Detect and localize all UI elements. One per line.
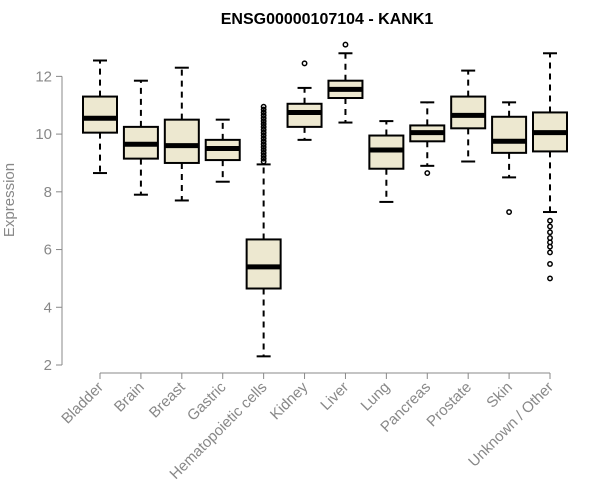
category-label: Lung: [358, 379, 394, 415]
box-group: [327, 41, 364, 124]
category-label: Kidney: [267, 378, 312, 423]
box-group: [122, 79, 159, 196]
axes: 2 4 6 8 10 12: [35, 68, 551, 379]
y-tick-label: 12: [35, 68, 52, 85]
category-label: Prostate: [423, 379, 475, 431]
outlier-point: [260, 118, 267, 125]
category-label: Brain: [111, 379, 148, 416]
box-group: [532, 52, 568, 282]
iqr-box: [491, 115, 528, 154]
outlier-point: [260, 158, 267, 165]
iqr-box: [82, 95, 118, 134]
outlier-point: [547, 249, 553, 256]
iqr-box: [245, 238, 282, 290]
y-tick-label: 6: [44, 242, 52, 259]
outlier-point: [260, 135, 267, 142]
box-group: [245, 103, 282, 358]
y-tick-label: 10: [35, 126, 52, 143]
category-label: Liver: [317, 379, 352, 414]
outlier-point: [547, 261, 553, 267]
y-axis-label: Expression: [1, 163, 18, 237]
box-group: [491, 101, 528, 215]
outlier-point: [260, 129, 267, 136]
outlier-point: [260, 152, 267, 159]
outlier-point: [260, 126, 267, 133]
outlier-point: [260, 141, 267, 148]
outlier-point: [260, 149, 267, 156]
box-group: [409, 101, 446, 177]
outlier-point: [260, 155, 267, 162]
box-group: [368, 120, 405, 203]
outlier-point: [301, 60, 308, 67]
outlier-point: [260, 112, 267, 119]
box-group: [204, 118, 241, 183]
boxes: [82, 41, 568, 358]
box-group: [450, 69, 487, 163]
outlier-point: [547, 229, 553, 236]
outlier-point: [260, 103, 267, 110]
category-label: Bladder: [58, 379, 107, 428]
iqr-box: [450, 95, 487, 130]
outlier-point: [260, 106, 267, 113]
y-tick-label: 8: [44, 184, 52, 201]
y-tick-label: 2: [44, 357, 52, 374]
box-group: [163, 66, 200, 202]
box-group: [286, 60, 323, 141]
box-group: [82, 59, 118, 175]
outlier-point: [260, 144, 267, 151]
outlier-point: [260, 109, 267, 116]
outlier-point: [547, 243, 553, 250]
outlier-point: [547, 275, 553, 282]
iqr-box: [286, 102, 323, 128]
outlier-point: [547, 223, 553, 230]
outlier-point: [506, 209, 513, 215]
outlier-point: [547, 217, 553, 224]
outlier-point: [260, 147, 267, 153]
outlier-point: [260, 115, 267, 122]
outlier-point: [260, 123, 267, 130]
y-tick-label: 4: [44, 299, 52, 316]
outlier-point: [260, 121, 267, 127]
chart-title: ENSG00000107104 - KANK1: [221, 11, 434, 28]
outlier-point: [424, 170, 431, 177]
category-label: Skin: [483, 379, 516, 412]
outlier-point: [260, 138, 267, 145]
outlier-point: [342, 41, 349, 48]
iqr-box: [163, 118, 200, 164]
category-label: Breast: [146, 378, 189, 421]
outlier-point: [260, 132, 267, 139]
